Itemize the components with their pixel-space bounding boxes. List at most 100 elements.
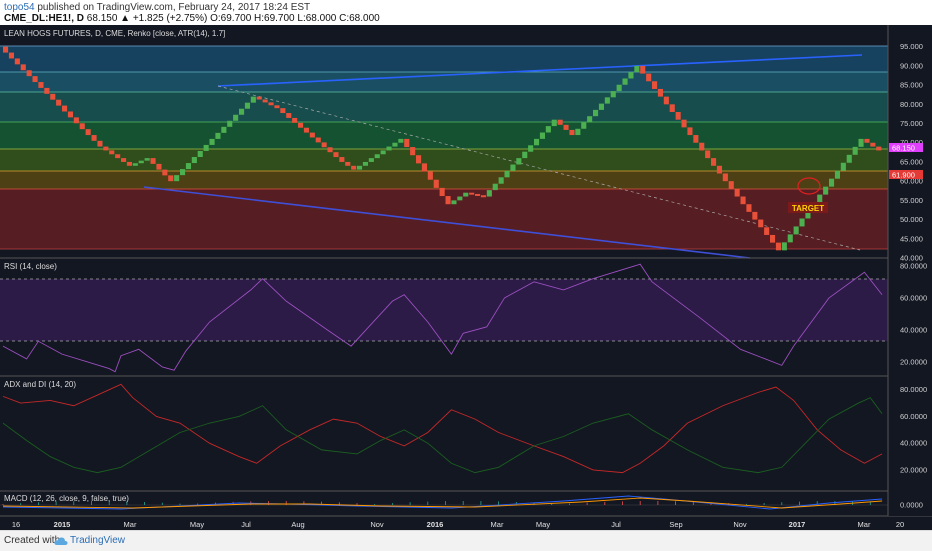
renko-brick-down: [775, 242, 781, 251]
renko-brick-up: [622, 78, 628, 85]
author-link[interactable]: topo54: [4, 2, 35, 13]
renko-brick-up: [185, 163, 191, 170]
renko-brick-up: [504, 170, 510, 178]
renko-brick-down: [8, 52, 14, 59]
renko-brick-up: [398, 138, 404, 143]
renko-brick-down: [150, 158, 156, 164]
created-with-label: Created with: [4, 535, 61, 546]
renko-brick-up: [221, 126, 227, 133]
renko-brick-up: [846, 154, 852, 163]
renko-brick-up: [787, 234, 793, 243]
last-price-tag: [889, 143, 923, 152]
renko-brick-down: [433, 179, 439, 188]
symbol-label: CME_DL:HE1!, D: [4, 13, 85, 24]
renko-brick-down: [404, 138, 410, 148]
axis-tick-label: 70.000: [900, 138, 923, 147]
renko-brick-up: [368, 158, 374, 162]
renko-brick-down: [740, 196, 746, 205]
trend-lines[interactable]: [143, 54, 863, 259]
renko-brick-down: [569, 129, 575, 136]
renko-brick-up: [610, 91, 616, 98]
brand-link[interactable]: TradingView: [70, 535, 126, 546]
renko-brick-down: [480, 195, 486, 198]
renko-brick-up: [227, 120, 233, 127]
renko-brick-down: [115, 154, 121, 159]
renko-brick-down: [864, 138, 870, 143]
dashed-trend-line: [217, 85, 861, 251]
chart-area[interactable]: TARGET LEAN HOGS FUTURES, D, CME, Renko …: [0, 25, 932, 530]
alt-price-tag: [889, 170, 923, 179]
renko-brick-down: [292, 117, 298, 123]
renko-brick-up: [250, 96, 256, 103]
renko-brick-down: [722, 173, 728, 182]
axis-tick-label: 20.0000: [900, 465, 927, 474]
renko-brick-down: [73, 117, 79, 124]
date-tick-label: Nov: [733, 520, 747, 529]
renko-brick-down: [469, 192, 475, 195]
di-plus-line: [2, 397, 883, 474]
renko-brick-down: [746, 204, 752, 212]
date-tick-label: Sep: [669, 520, 682, 529]
date-tick-label: 20: [896, 520, 904, 529]
renko-brick-up: [215, 132, 221, 139]
renko-brick-up: [575, 128, 581, 136]
renko-brick-up: [593, 109, 599, 117]
renko-brick-down: [693, 135, 699, 143]
renko-brick-down: [439, 187, 445, 197]
adx-pane-title: ADX and DI (14, 20): [4, 380, 76, 389]
renko-brick-down: [286, 113, 292, 118]
renko-brick-down: [109, 150, 115, 155]
renko-brick-up: [463, 192, 469, 197]
axis-tick-label: 75.000: [900, 119, 923, 128]
renko-brick-up: [233, 114, 239, 121]
renko-brick-up: [823, 186, 829, 195]
date-tick-label: May: [536, 520, 550, 529]
price-axis[interactable]: [888, 25, 932, 516]
alt-price-text: 61.900: [892, 171, 915, 180]
renko-brick-up: [203, 144, 209, 151]
renko-brick-down: [20, 64, 26, 71]
renko-brick-down: [734, 188, 740, 197]
date-tick-label: 16: [12, 520, 20, 529]
macd-pane: MACD (12, 26, close, 9, false, true): [0, 494, 888, 510]
renko-brick-down: [268, 102, 274, 106]
renko-brick-down: [168, 175, 174, 182]
date-tick-label: Aug: [291, 520, 304, 529]
renko-brick-down: [557, 119, 563, 125]
main-pane-title: LEAN HOGS FUTURES, D, CME, Renko [close,…: [4, 29, 225, 38]
renko-brick-up: [834, 170, 840, 179]
renko-brick-down: [652, 81, 658, 89]
renko-brick-down: [333, 152, 339, 158]
last-price-text: 68.150: [892, 144, 915, 153]
macd-pane-title: MACD (12, 26, close, 9, false, true): [4, 494, 129, 503]
renko-brick-up: [392, 142, 398, 147]
axis-tick-label: 0.0000: [900, 501, 923, 510]
di-minus-line: [2, 383, 883, 474]
renko-brick-up: [492, 183, 498, 191]
renko-brick-down: [126, 161, 132, 166]
renko-brick-down: [687, 127, 693, 136]
axis-tick-label: 80.0000: [900, 385, 927, 394]
renko-brick-down: [764, 227, 770, 235]
renko-brick-up: [180, 169, 186, 176]
renko-brick-up: [581, 122, 587, 129]
renko-brick-down: [303, 127, 309, 133]
renko-brick-down: [770, 234, 776, 243]
renko-brick-down: [711, 158, 717, 166]
renko-brick-up: [634, 65, 640, 73]
renko-brick-down: [657, 88, 663, 97]
renko-brick-up: [486, 190, 492, 197]
renko-brick-down: [563, 124, 569, 130]
renko-brick-up: [604, 97, 610, 104]
renko-brick-down: [339, 157, 345, 162]
renko-brick-down: [91, 135, 97, 141]
renko-brick-down: [50, 93, 56, 100]
date-axis[interactable]: 16 2015 Mar May Jul Aug Nov 2016 Mar May Jul Sep Nov…: [12, 520, 904, 529]
renko-brick-up: [528, 145, 534, 152]
renko-brick-up: [374, 154, 380, 159]
renko-brick-down: [681, 119, 687, 128]
axis-tick-label: 85.000: [900, 81, 923, 90]
renko-brick-up: [799, 218, 805, 227]
renko-brick-up: [191, 157, 197, 164]
symbol-quote: CME_DL:HE1!, D 68.150 ▲ +1.825 (+2.75%) …: [4, 13, 380, 24]
